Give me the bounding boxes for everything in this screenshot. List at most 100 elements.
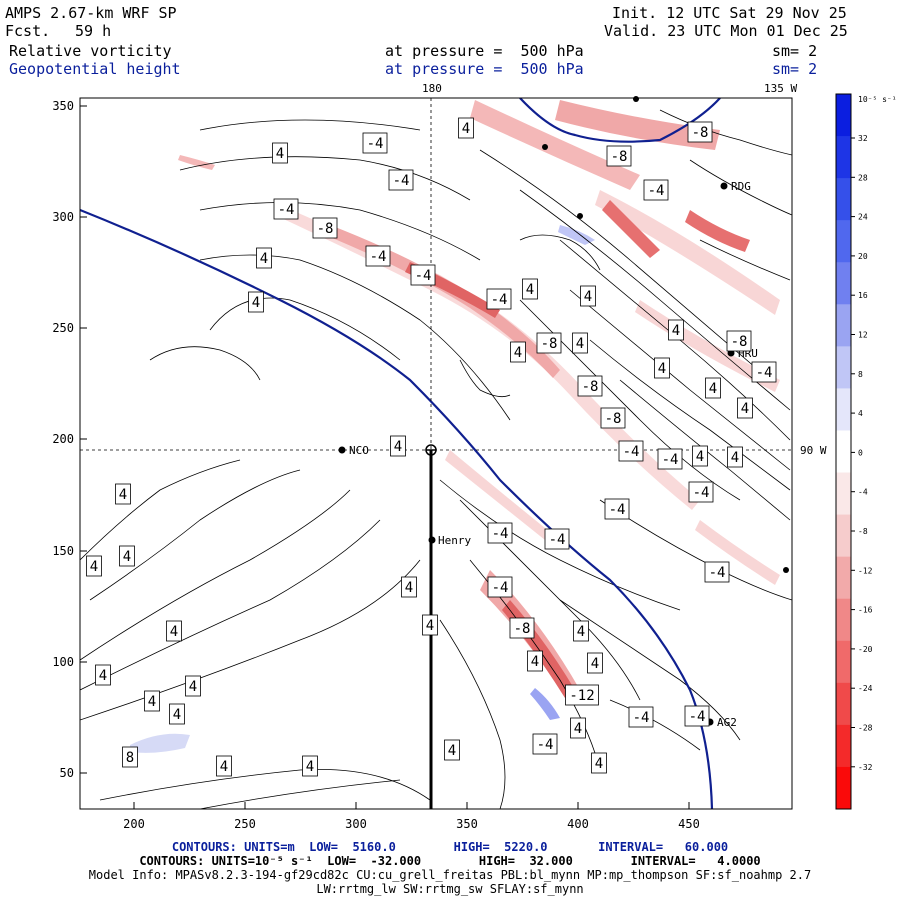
y-axis-labels: 350 300 250 200 150 100 50	[52, 99, 74, 780]
colorbar-swatch	[836, 598, 851, 642]
colorbar-swatch	[836, 472, 851, 516]
svg-text:-4: -4	[370, 249, 387, 265]
colorbar-swatch	[836, 346, 851, 389]
contour-label: -4	[544, 528, 570, 550]
contour-label: -8	[536, 332, 562, 354]
svg-text:-8: -8	[582, 379, 599, 395]
x-tick-label: 250	[234, 817, 256, 831]
lon-label-90w: 90 W	[800, 444, 827, 457]
contour-label: 4	[401, 576, 417, 598]
axis-ticks	[80, 105, 690, 809]
contour-label: -4	[486, 288, 512, 310]
contour-label: 4	[422, 614, 438, 636]
station-marker-henry	[428, 536, 436, 544]
colorbar: 32 28 24 20 16 12 8 4 0 -4 -8 -12 -16 -20 -24 -28 -32 10…	[835, 93, 897, 810]
geopotential-contours	[80, 98, 721, 809]
station-marker-inner-1	[542, 144, 548, 150]
svg-text:-4: -4	[648, 183, 665, 199]
contour-label: -4	[657, 448, 683, 470]
colorbar-tick-label: 28	[858, 173, 868, 182]
colorbar-unit: 10⁻⁵ s⁻¹	[858, 95, 897, 104]
contour-label: 4	[692, 445, 708, 467]
contour-label: -4	[388, 169, 414, 191]
contour-label: 4	[185, 675, 201, 697]
x-tick-label: 350	[456, 817, 478, 831]
svg-text:4: 4	[148, 694, 156, 710]
svg-text:4: 4	[260, 251, 268, 267]
vorticity-contours	[80, 109, 792, 809]
colorbar-tick-label: 16	[858, 291, 868, 300]
forecast-hours: 59 h	[75, 22, 112, 40]
colorbar-tick-label: 4	[858, 409, 863, 418]
colorbar-tick-label: -28	[858, 724, 873, 733]
contour-label: 4	[727, 446, 743, 468]
model-title: AMPS 2.67-km WRF SP	[5, 4, 177, 22]
svg-text:4: 4	[526, 282, 534, 298]
contour-label: 4	[510, 341, 526, 363]
contour-label: -4	[704, 561, 730, 583]
colorbar-swatch	[836, 94, 851, 137]
contour-label: -8	[312, 217, 338, 239]
contour-label: 4	[527, 650, 543, 672]
colorbar-swatch	[836, 556, 851, 600]
field2-pressure: at pressure = 500 hPa	[385, 60, 584, 78]
svg-text:-4: -4	[662, 452, 679, 468]
svg-text:-4: -4	[693, 485, 710, 501]
svg-text:-4: -4	[278, 202, 295, 218]
contour-label: 4	[144, 690, 160, 712]
vorticity-shading	[178, 100, 780, 705]
svg-text:4: 4	[531, 654, 539, 670]
colorbar-swatch	[836, 724, 851, 768]
station-label-ag2: AG2	[717, 716, 737, 729]
contour-label: 4	[591, 752, 607, 774]
svg-text:4: 4	[426, 618, 434, 634]
svg-text:4: 4	[514, 345, 522, 361]
init-time: Init. 12 UTC Sat 29 Nov 25	[612, 4, 847, 22]
contour-label: 4	[119, 545, 135, 567]
contour-label: -4	[532, 733, 558, 755]
colorbar-swatch	[836, 388, 851, 431]
contour-label: 4	[302, 755, 318, 777]
svg-text:-4: -4	[492, 526, 509, 542]
plot-frame	[79, 97, 793, 810]
svg-text:-8: -8	[541, 336, 558, 352]
svg-text:-8: -8	[605, 411, 622, 427]
colorbar-swatch	[836, 136, 851, 179]
forecast-label: Fcst.	[5, 22, 51, 40]
contour-label: 4	[95, 664, 111, 686]
contour-label: 4	[115, 483, 131, 505]
station-marker-top	[633, 96, 639, 102]
colorbar-tick-label: 24	[858, 213, 868, 222]
contour-label: 4	[390, 435, 406, 457]
contour-label: 8	[122, 746, 138, 768]
svg-text:4: 4	[220, 759, 228, 775]
station-label-henry: Henry	[438, 534, 471, 547]
y-tick-label: 200	[52, 432, 74, 446]
contour-label: 4	[705, 377, 721, 399]
contour-label: 4	[248, 291, 264, 313]
valid-time: Valid. 23 UTC Mon 01 Dec 25	[604, 22, 848, 40]
contour-label: -4	[684, 705, 710, 727]
field1-name: Relative vorticity	[9, 42, 172, 60]
x-tick-label: 450	[678, 817, 700, 831]
y-tick-label: 150	[52, 544, 74, 558]
svg-text:-4: -4	[415, 268, 432, 284]
contour-label: 4	[256, 247, 272, 269]
contour-label: 4	[580, 285, 596, 307]
contour-label: -4	[751, 361, 777, 383]
svg-text:4: 4	[584, 289, 592, 305]
footer-height-contours: CONTOURS: UNITS=m LOW= 5160.0 HIGH= 5220…	[171, 840, 729, 854]
colorbar-tick-label: 32	[858, 134, 868, 143]
contour-labels: 4 4 -4 -4 -4 -4 -8 -8 -8 4 -4 -4 -4 4 4 4 4 -8 4 4 -8 4 -8 4 -4 4…	[86, 117, 777, 777]
svg-text:4: 4	[462, 121, 470, 137]
svg-text:-4: -4	[633, 710, 650, 726]
contour-label: -4	[273, 198, 299, 220]
contour-label: -4	[410, 264, 436, 286]
svg-text:-4: -4	[492, 580, 509, 596]
station-label-rdg: RDG	[731, 180, 751, 193]
contour-label: 4	[522, 278, 538, 300]
contour-label: -8	[687, 121, 713, 143]
colorbar-tick-label: -8	[858, 527, 868, 536]
svg-text:-8: -8	[317, 221, 334, 237]
svg-text:4: 4	[276, 146, 284, 162]
